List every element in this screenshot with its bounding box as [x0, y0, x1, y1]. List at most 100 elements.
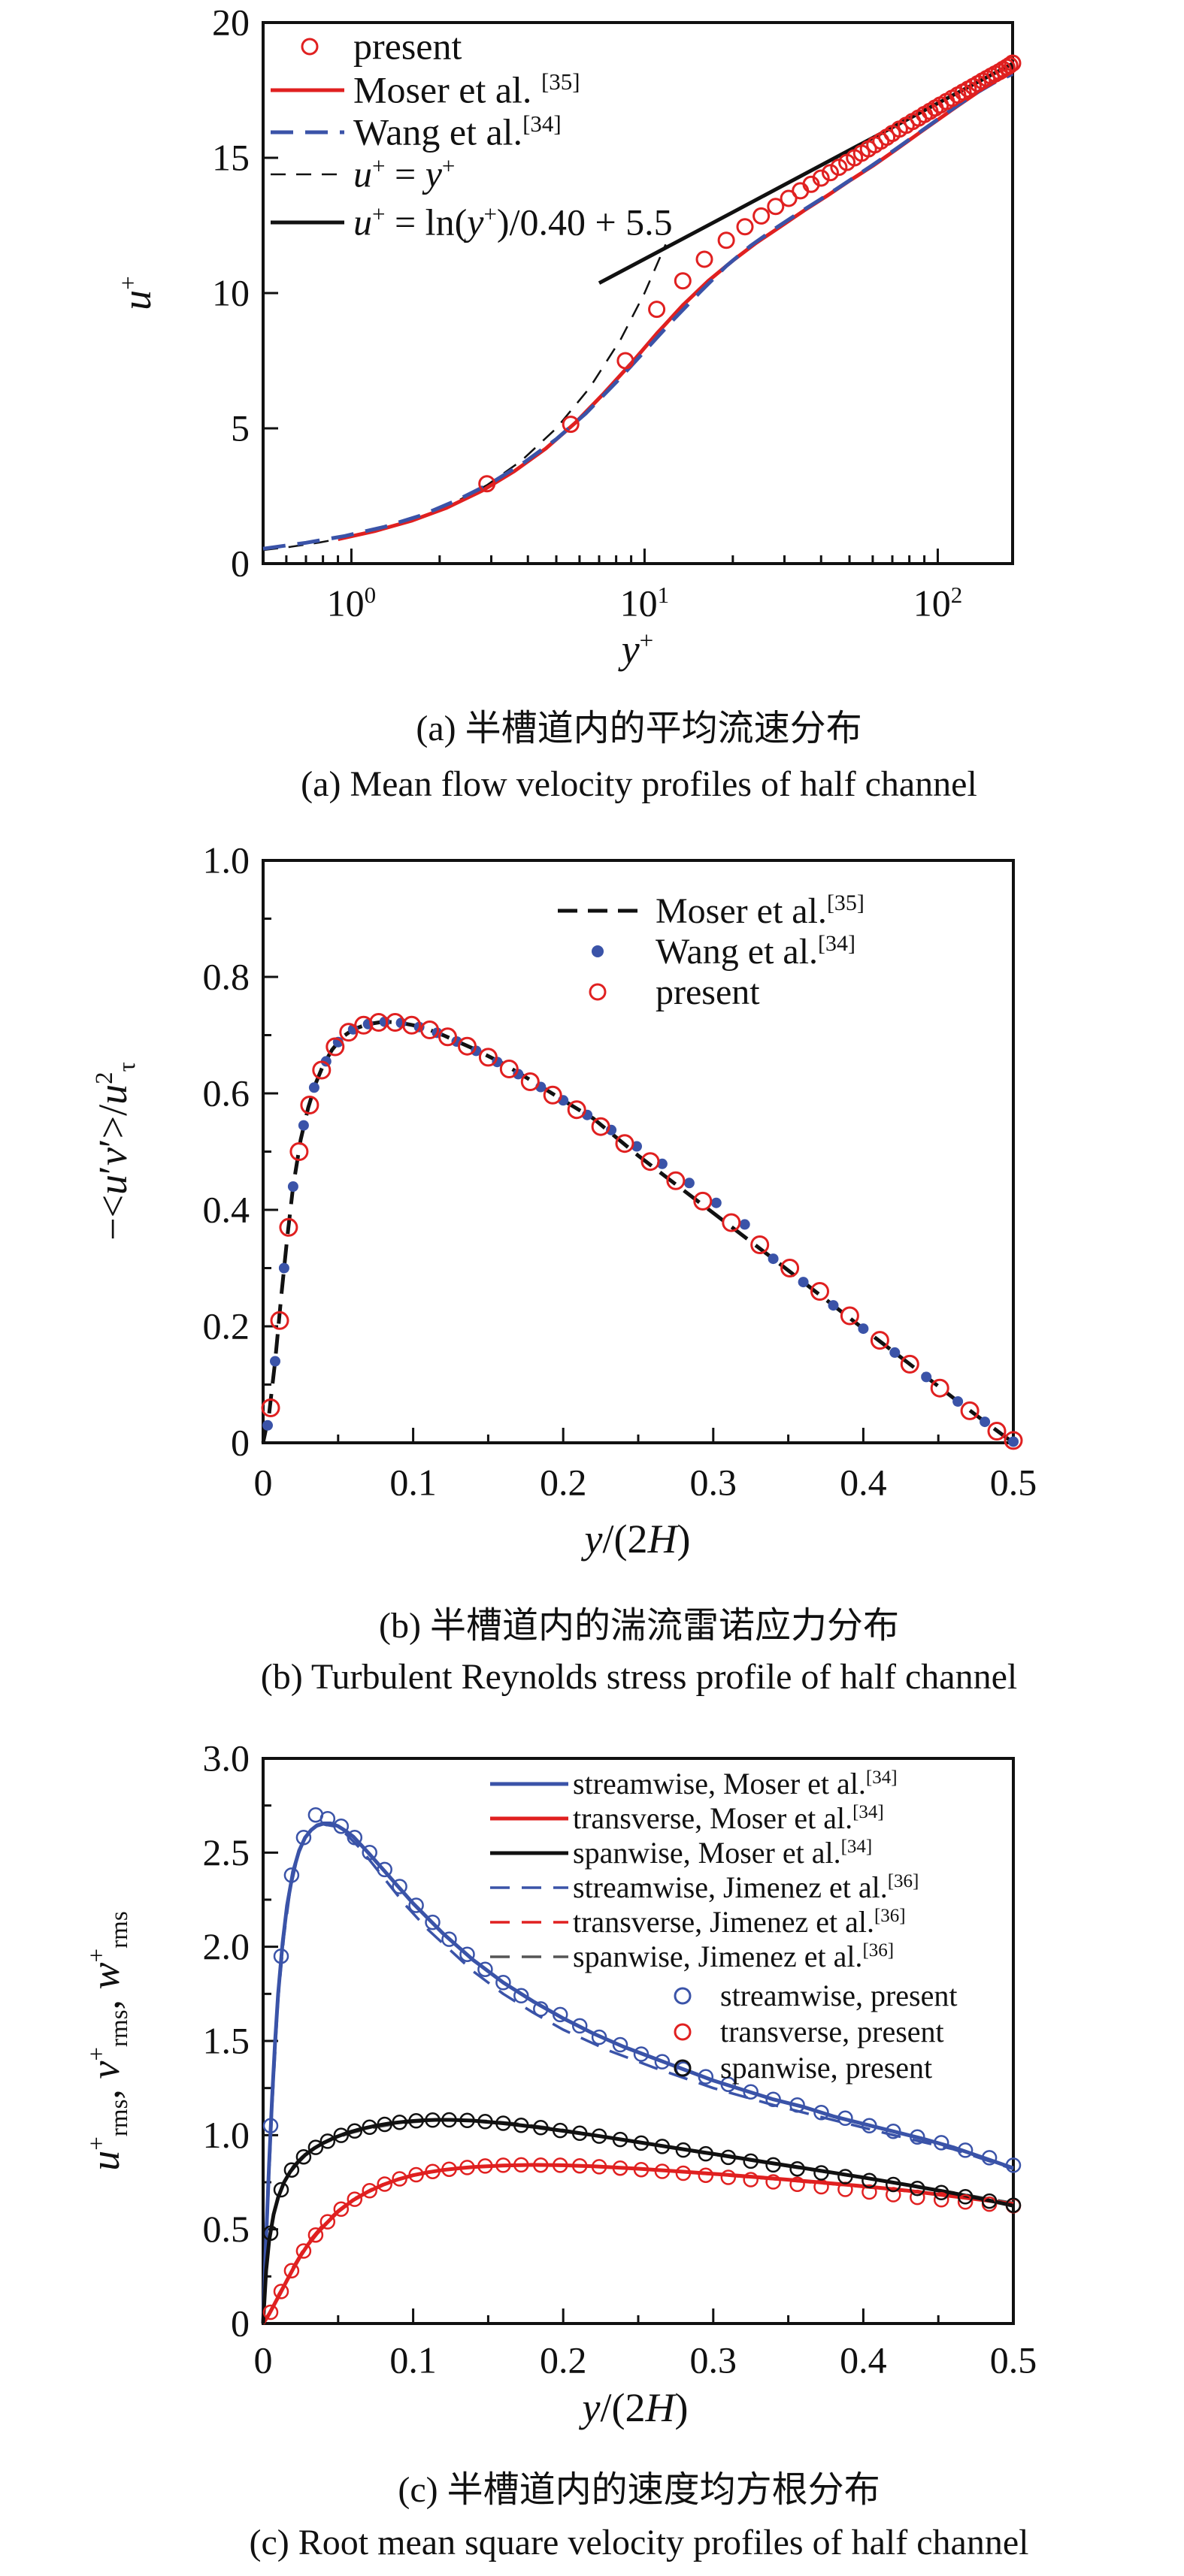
panel-b-x-axis-label: y/(2H)	[581, 1516, 691, 1562]
panel-b-legend-entry-2: present	[589, 972, 760, 1012]
panel-a-legend-entry-2: Wang et al.[34]	[271, 110, 562, 153]
panel-a-ytick-label: 10	[212, 272, 250, 314]
panel-c-legend-label: spanwise, Jimenez et al.[36]	[573, 1940, 894, 1973]
panel-a-ytick-label: 5	[231, 407, 250, 449]
panel-a-ytick-label: 20	[212, 2, 250, 44]
panel-a-y-axis-label: u+	[114, 276, 159, 310]
panel-c-legend-label: streamwise, present	[720, 1979, 957, 2012]
panel-c-y-axis-label: u+rms, v+rms, w+rms	[83, 1911, 133, 2170]
panel-c-legend-entry-3: streamwise, Jimenez et al.[36]	[490, 1870, 919, 1904]
panel-a-legend-label: Wang et al.[34]	[353, 110, 562, 153]
panel-c-xtick-label: 0.1	[389, 2339, 437, 2381]
panel-b-legend-entry-0: Moser et al.[35]	[558, 890, 865, 931]
panel-c-xtick-label: 0.4	[840, 2339, 887, 2381]
panel-a-ytick-label: 15	[212, 137, 250, 179]
panel-c-legend-label: streamwise, Jimenez et al.[36]	[573, 1870, 919, 1904]
panel-c-ytick-label: 0.5	[203, 2208, 250, 2250]
series-transverse-moser	[261, 2163, 1014, 2325]
panel-b-legend-label: Moser et al.[35]	[656, 890, 865, 931]
caption-c-zh: (c) 半槽道内的速度均方根分布	[398, 2470, 880, 2510]
panel-b-series	[261, 1013, 1023, 1450]
panel-c-xtick-label: 0.5	[990, 2339, 1037, 2381]
panel-b-chart: 0 0.1 0.2 0.3 0.4 0.5 0 0.2 0.4 0.6 0.8 1.0 y/(2H) −<…	[90, 839, 1037, 1562]
series-streamwise-present	[262, 1807, 1022, 2173]
panel-c-ytick-label: 2.5	[203, 1831, 250, 1873]
panel-c-legend-label: streamwise, Moser et al.[34]	[573, 1767, 898, 1800]
panel-c-legend-label: spanwise, present	[720, 2051, 932, 2085]
panel-a-legend-label: u+ = y+	[353, 153, 455, 195]
panel-c-legend-label: transverse, Moser et al.[34]	[573, 1801, 884, 1835]
caption-a-en: (a) Mean flow velocity profiles of half …	[301, 764, 977, 804]
panel-a-xtick-label: 100	[327, 582, 376, 624]
panel-a-xtick-label: 102	[913, 582, 963, 624]
panel-a-legend-label: present	[353, 26, 462, 68]
panel-b-legend-label: present	[656, 972, 760, 1012]
caption-a-zh: (a) 半槽道内的平均流速分布	[416, 709, 862, 748]
panel-a-legend-entry-1: Moser et al. [35]	[271, 68, 580, 111]
open-circle-marker-icon	[674, 2059, 692, 2077]
panel-b-xtick-label: 0.4	[840, 1462, 887, 1504]
panel-c-ytick-label: 1.5	[203, 2020, 250, 2062]
panel-c-xtick-label: 0.2	[540, 2339, 587, 2381]
panel-a-ticks	[263, 21, 939, 565]
open-circle-marker-icon	[301, 38, 319, 56]
panel-a-legend-label: Moser et al. [35]	[353, 68, 580, 111]
panel-a-legend-entry-0: present	[301, 26, 462, 68]
panel-c-legend-entry-2: spanwise, Moser et al.[34]	[490, 1836, 872, 1870]
panel-b-xtick-label: 0.3	[690, 1462, 737, 1504]
panel-a-legend-label: u+ = ln(y+)/0.40 + 5.5	[353, 201, 673, 243]
panel-b-xtick-label: 0.2	[540, 1462, 587, 1504]
series-transverse-present	[262, 2157, 1022, 2321]
panel-c-ytick-label: 0	[231, 2302, 250, 2345]
panel-c-legend-entry-1: transverse, Moser et al.[34]	[490, 1801, 884, 1835]
panel-b-ytick-label: 0.8	[203, 956, 250, 998]
panel-c-x-axis-label: y/(2H)	[579, 2385, 689, 2430]
open-circle-marker-icon	[674, 1987, 692, 2005]
panel-c-legend-entry-0: streamwise, Moser et al.[34]	[490, 1767, 898, 1800]
panel-c-legend-entry-4: transverse, Jimenez et al.[36]	[490, 1905, 906, 1939]
panel-a-series	[262, 54, 1022, 552]
panel-c-series	[261, 1807, 1022, 2325]
series-spanwise-present	[262, 2112, 1022, 2241]
panel-c-legend-entry-6: streamwise, present	[674, 1979, 957, 2012]
panel-a-ytick-label: 0	[231, 543, 250, 585]
series-present-stress	[261, 1013, 1023, 1450]
panel-b-y-axis-label: −<u′v′>/u2τ	[90, 1062, 141, 1241]
panel-b-legend-entry-1: Wang et al.[34]	[592, 931, 855, 972]
panel-c-legend-entry-8: spanwise, present	[674, 2051, 932, 2085]
series-wang-mean	[262, 72, 1014, 551]
panel-b-xtick-label: 0.1	[389, 1462, 437, 1504]
panel-b-legend: Moser et al.[35]Wang et al.[34]present	[558, 890, 865, 1012]
panel-c-chart: 0 0.1 0.2 0.3 0.4 0.5 0 0.5 1.0 1.5 2.0 2.5 3.0 y/(2H…	[83, 1737, 1037, 2431]
series-present-mean	[478, 54, 1022, 493]
panel-b-xtick-label: 0	[254, 1462, 273, 1504]
caption-b-zh: (b) 半槽道内的湍流雷诺应力分布	[379, 1606, 899, 1646]
panel-c-legend-label: spanwise, Moser et al.[34]	[573, 1836, 872, 1870]
open-circle-marker-icon	[589, 983, 607, 1001]
panel-b-xtick-label: 0.5	[990, 1462, 1037, 1504]
panel-c-ytick-label: 3.0	[203, 1737, 250, 1779]
panel-b-ticks	[262, 859, 1015, 1444]
panel-b-legend-label: Wang et al.[34]	[656, 931, 855, 972]
panel-c-xtick-label: 0.3	[690, 2339, 737, 2381]
panel-c-xtick-label: 0	[254, 2339, 273, 2381]
panel-b-ytick-label: 0.6	[203, 1072, 250, 1114]
panel-c-legend-label: transverse, present	[720, 2015, 944, 2048]
panel-b-ytick-label: 1.0	[203, 839, 250, 881]
panel-a-xtick-label: 101	[620, 582, 670, 624]
panel-c-legend-label: transverse, Jimenez et al.[36]	[573, 1905, 906, 1939]
panel-c-legend-entry-7: transverse, present	[674, 2015, 944, 2048]
panel-c-ytick-label: 2.0	[203, 1925, 250, 1967]
panel-c-ytick-label: 1.0	[203, 2114, 250, 2156]
panel-a-legend-entry-4: u+ = ln(y+)/0.40 + 5.5	[271, 201, 673, 243]
panel-c-legend-entry-5: spanwise, Jimenez et al.[36]	[490, 1940, 894, 1973]
open-circle-marker-icon	[674, 2023, 692, 2041]
panel-a-x-axis-label: y+	[618, 627, 654, 672]
filled-dot-marker-icon	[592, 945, 604, 957]
panel-b-ytick-label: 0.4	[203, 1189, 250, 1231]
panel-b-ytick-label: 0	[231, 1422, 250, 1464]
